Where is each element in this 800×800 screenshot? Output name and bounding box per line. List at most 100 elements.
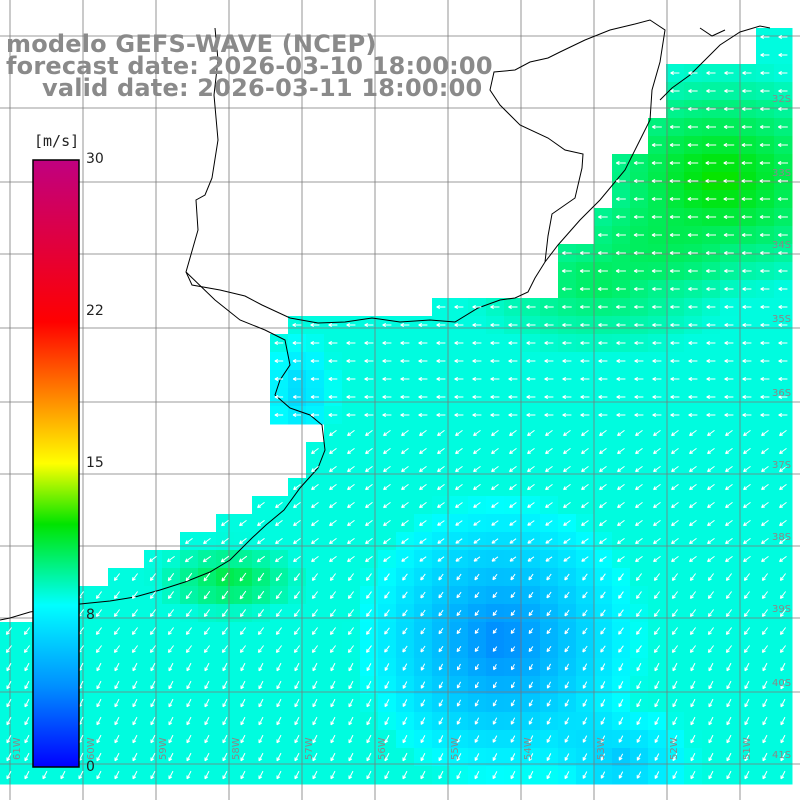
grid-labels: 32S 33S 34S 35S 36S 37S 38S 39S 40S 41S … (12, 94, 791, 761)
wind-arrow (310, 376, 319, 382)
wind-arrow (347, 483, 355, 491)
lat-label: 39S (772, 604, 791, 615)
wind-arrow (239, 519, 247, 527)
wind-arrow (743, 519, 751, 527)
wind-arrow (293, 501, 301, 509)
wind-arrow (600, 627, 606, 635)
wind-arrow (203, 645, 211, 653)
wind-arrow (633, 178, 644, 184)
wind-arrow (742, 88, 752, 94)
wind-arrow (294, 752, 300, 762)
wind-arrow (634, 412, 644, 418)
wind-arrow (582, 717, 588, 725)
wind-arrow (383, 429, 391, 437)
wind-arrow (582, 699, 588, 707)
wind-arrow (618, 717, 624, 725)
wind-arrow (257, 627, 265, 635)
wind-arrow (598, 322, 608, 328)
wind-arrow (491, 538, 499, 544)
wind-arrow (707, 447, 715, 455)
wind-arrow (669, 250, 680, 256)
wind-arrow (474, 735, 480, 743)
wind-arrow (510, 735, 516, 743)
wind-arrow (149, 645, 157, 653)
wind-arrow (258, 716, 264, 726)
wind-arrow (526, 322, 536, 328)
wind-arrow (509, 429, 517, 437)
wind-arrow (726, 770, 732, 780)
wind-arrow (635, 573, 643, 581)
wind-arrow (418, 340, 428, 346)
wind-arrow (563, 483, 571, 491)
wind-arrow (562, 358, 572, 364)
wind-arrow (185, 591, 193, 600)
wind-arrow (705, 178, 717, 184)
wind-arrow (707, 645, 715, 653)
wind-arrow (779, 555, 787, 563)
wind-arrow (438, 717, 444, 725)
wind-arrow (275, 645, 283, 653)
wind-arrow (759, 142, 770, 148)
wind-arrow (761, 447, 769, 455)
wind-arrow (761, 519, 769, 527)
lat-label: 32S (772, 94, 791, 105)
wind-arrow (652, 286, 662, 292)
wind-arrow (597, 250, 608, 256)
wind-arrow (672, 662, 678, 672)
wind-arrow (760, 340, 770, 346)
wind-arrow (599, 501, 607, 509)
wind-arrow (726, 716, 732, 726)
wind-arrow (24, 698, 30, 708)
wind-arrow (563, 465, 571, 473)
wind-arrow (383, 465, 391, 473)
wind-arrow (725, 519, 733, 527)
wind-arrow (706, 322, 716, 328)
wind-arrow (636, 735, 642, 743)
wind-arrow (438, 735, 444, 743)
wind-arrow (418, 412, 428, 418)
wind-arrow (636, 717, 642, 726)
wind-arrow (653, 573, 661, 581)
wind-arrow (258, 734, 264, 744)
wind-arrow (364, 394, 374, 400)
coastline-uruguay (185, 19, 666, 324)
wind-arrow (671, 465, 679, 473)
wind-arrow (545, 502, 553, 508)
colorbar-unit: [m/s] (34, 132, 80, 150)
wind-arrow (509, 502, 517, 508)
wind-arrow (777, 142, 788, 148)
wind-arrow (760, 304, 770, 310)
wind-arrow (725, 447, 733, 455)
wind-arrow (545, 447, 553, 455)
wind-arrow (708, 662, 714, 672)
wind-arrow (293, 573, 301, 582)
wind-arrow (653, 465, 661, 473)
wind-arrow (366, 645, 372, 653)
wind-arrow (329, 447, 337, 455)
wind-arrow (636, 627, 642, 635)
wind-arrow (401, 483, 409, 491)
wind-arrow (492, 592, 498, 599)
wind-arrow (150, 662, 156, 672)
wind-arrow (366, 573, 372, 581)
wind-arrow (366, 698, 372, 708)
wind-arrow (491, 465, 499, 473)
wind-arrow (705, 232, 716, 238)
wind-arrow (402, 717, 408, 726)
wind-arrow (329, 483, 337, 491)
wind-arrow (635, 501, 643, 509)
wind-arrow (509, 483, 517, 491)
wind-arrow (472, 412, 482, 418)
wind-arrow (670, 106, 680, 112)
wind-arrow (760, 34, 770, 40)
wind-arrow (329, 573, 337, 581)
wind-arrow (634, 358, 644, 364)
wind-arrow (257, 572, 265, 582)
wind-arrow (366, 591, 372, 599)
wind-arrow (741, 232, 752, 238)
wind-arrow (545, 520, 553, 526)
wind-arrow (634, 322, 644, 328)
wind-arrow (347, 465, 355, 473)
wind-arrow (438, 645, 444, 653)
wind-arrow (292, 322, 302, 328)
